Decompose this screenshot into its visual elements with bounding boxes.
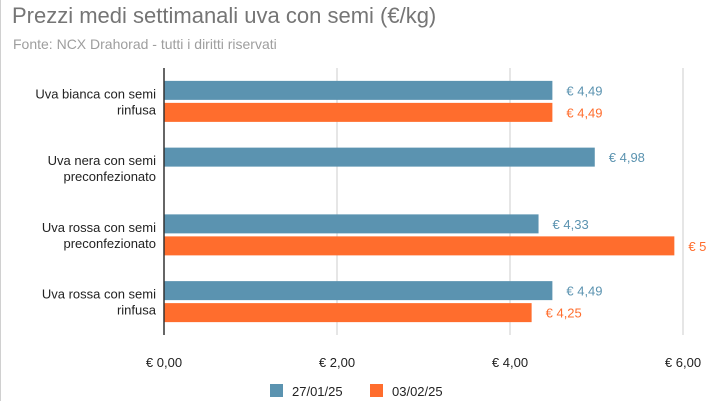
x-tick-label: € 0,00: [146, 355, 182, 370]
legend-label: 03/02/25: [392, 384, 443, 399]
bar-series-1: [164, 147, 595, 167]
bar-series-2: [164, 236, 675, 256]
data-label: € 4,49: [566, 105, 602, 120]
legend-swatch: [270, 384, 283, 397]
category-label: Uva rossa con semi: [42, 220, 156, 235]
category-label: rinfusa: [117, 303, 157, 318]
bar-series-2: [164, 303, 532, 323]
x-tick-label: € 6,00: [665, 355, 701, 370]
bar-series-1: [164, 214, 539, 234]
data-label: € 5: [688, 239, 706, 254]
category-label: Uva rossa con semi: [42, 287, 156, 302]
bar-series-2: [164, 102, 553, 122]
legend-swatch: [370, 384, 383, 397]
x-tick-label: € 2,00: [319, 355, 355, 370]
chart-title: Prezzi medi settimanali uva con semi (€/…: [12, 3, 437, 28]
bar-series-1: [164, 281, 553, 301]
data-label: € 4,49: [566, 284, 602, 299]
chart-subtitle: Fonte: NCX Drahorad - tutti i diritti ri…: [13, 36, 277, 52]
data-label: € 4,49: [566, 83, 602, 98]
bar-series-1: [164, 80, 553, 100]
data-label: € 4,98: [609, 150, 645, 165]
category-label: preconfezionato: [63, 236, 156, 251]
category-label: Uva bianca con semi: [35, 86, 156, 101]
category-label: Uva nera con semi: [48, 153, 156, 168]
x-tick-label: € 4,00: [492, 355, 528, 370]
category-label: preconfezionato: [63, 169, 156, 184]
legend-label: 27/01/25: [292, 384, 343, 399]
category-label: rinfusa: [117, 102, 157, 117]
data-label: € 4,25: [546, 306, 582, 321]
data-label: € 4,33: [553, 217, 589, 232]
